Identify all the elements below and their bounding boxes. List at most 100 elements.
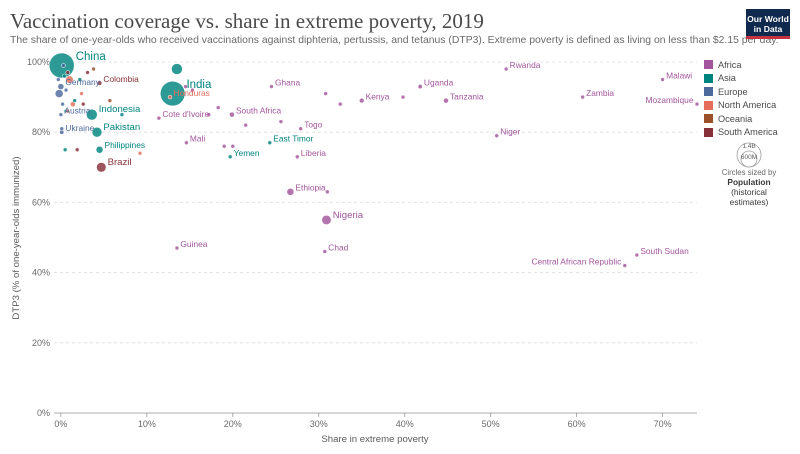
data-point[interactable] [269,84,274,89]
point-label: Brazil [108,157,132,168]
data-point[interactable] [443,97,449,104]
data-point[interactable] [323,91,328,96]
data-point[interactable] [494,133,499,138]
data-point[interactable] [183,84,188,89]
data-point[interactable] [174,245,180,251]
data-point[interactable] [65,108,71,114]
data-points[interactable] [48,52,700,268]
data-point[interactable] [86,108,98,121]
data-point[interactable] [322,249,328,254]
data-point[interactable] [65,75,74,84]
data-point[interactable] [359,97,365,104]
data-point[interactable] [91,127,103,138]
logo-line-1: Our World [747,14,789,24]
data-point[interactable] [96,162,107,173]
color-legend: Africa Asia Europe North America Oceania Sout… [704,58,794,139]
data-point[interactable] [59,126,64,131]
x-tick-label: 10% [138,419,156,429]
data-point[interactable] [160,81,186,107]
data-point[interactable] [206,112,211,117]
point-label: Togo [304,120,323,130]
legend-item[interactable]: Oceania [704,112,794,126]
data-point[interactable] [325,189,330,195]
data-point[interactable] [171,63,183,75]
data-point[interactable] [321,215,332,225]
data-point[interactable] [338,101,343,107]
data-point[interactable] [72,98,77,103]
data-point[interactable] [634,252,640,258]
point-label: Ghana [275,78,300,88]
data-point[interactable] [62,147,68,152]
data-point[interactable] [107,98,113,103]
point-label: Niger [500,127,520,137]
data-point[interactable] [60,101,65,107]
data-point[interactable] [580,94,585,100]
data-point[interactable] [74,147,80,152]
size-legend-large-label: 1.4B [742,143,755,150]
data-point[interactable] [230,143,236,149]
data-point[interactable] [227,154,233,160]
owid-logo[interactable]: Our World in Data [746,9,790,39]
data-point[interactable] [62,73,67,79]
data-point[interactable] [278,119,284,124]
data-point[interactable] [286,188,295,196]
data-point[interactable] [119,112,125,117]
data-point[interactable] [243,122,248,128]
point-label: Nigeria [333,210,364,221]
data-point[interactable] [156,115,162,121]
legend-item[interactable]: Europe [704,85,794,99]
data-point[interactable] [221,143,227,149]
legend-label: Asia [718,73,736,84]
legend-item[interactable]: Africa [704,58,794,72]
y-tick-label: 0% [37,408,50,418]
data-point[interactable] [190,87,195,93]
data-point[interactable] [167,94,173,100]
legend-swatch [704,87,713,97]
data-point[interactable] [229,111,235,118]
data-point[interactable] [694,101,700,107]
data-point[interactable] [184,140,189,145]
data-point[interactable] [57,83,65,90]
y-tick-label: 80% [32,127,50,137]
data-point[interactable] [622,263,628,268]
chart-title: Vaccination coverage vs. share in extrem… [10,9,484,33]
point-label: Pakistan [103,122,140,133]
data-point[interactable] [77,77,83,82]
point-label: South Africa [236,106,282,116]
data-point[interactable] [417,84,423,90]
point-label: East Timor [273,134,313,144]
data-point[interactable] [56,77,61,82]
data-point[interactable] [63,87,69,93]
data-point[interactable] [58,112,64,117]
legend-label: South America [718,127,778,138]
x-tick-label: 50% [482,419,500,429]
data-point[interactable] [91,66,96,72]
point-label: Cote d'Ivoire [162,109,209,119]
data-point[interactable] [80,101,86,107]
data-point[interactable] [215,105,221,110]
legend-item[interactable]: Asia [704,72,794,86]
data-point[interactable] [267,140,273,145]
legend-item[interactable]: South America [704,126,794,140]
data-point[interactable] [96,80,103,86]
y-tick-label: 100% [27,57,50,67]
data-point[interactable] [137,151,143,156]
data-point[interactable] [503,66,509,72]
data-point[interactable] [65,70,71,75]
size-legend-title: Population [727,177,771,187]
point-labels: China India Indonesia Pakistan Philippines Br… [64,51,693,267]
legend-item[interactable]: North America [704,99,794,113]
data-point[interactable] [79,91,84,96]
point-label: Germany [65,77,100,87]
data-point[interactable] [54,89,64,98]
data-point[interactable] [660,77,665,82]
size-legend-small-circle [740,150,758,168]
y-tick-label: 40% [32,268,50,278]
data-point[interactable] [295,154,300,160]
x-tick-label: 70% [654,419,672,429]
data-point[interactable] [95,146,104,154]
data-point[interactable] [61,63,66,68]
data-point[interactable] [298,126,303,131]
data-point[interactable] [85,70,90,75]
data-point[interactable] [400,94,406,100]
